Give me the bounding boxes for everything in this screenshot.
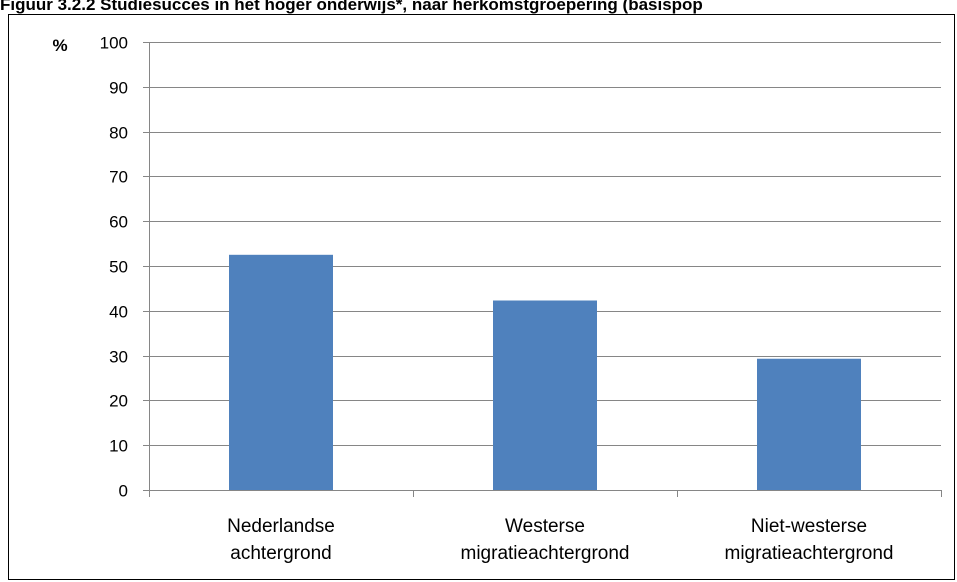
x-category-label: Nederlandse <box>227 516 335 537</box>
x-category-label: migratieachtergrond <box>725 543 894 564</box>
bars <box>229 254 861 490</box>
y-tick-label: 70 <box>109 168 128 187</box>
y-tick-label: 40 <box>109 303 128 322</box>
axes <box>143 42 942 497</box>
y-tick-label: 60 <box>109 213 128 232</box>
y-tick-label: 50 <box>109 258 128 277</box>
y-tick-label: 100 <box>100 34 128 53</box>
chart-title: Figuur 3.2.2 Studiesucces in het hoger o… <box>0 0 703 14</box>
x-category-label: Niet-westerse <box>751 516 867 537</box>
y-tick-label: 90 <box>109 79 128 98</box>
labels: 0 10 20 30 40 50 60 70 80 90 100 Nederlandse achterg… <box>100 34 894 565</box>
y-tick-label: 30 <box>109 348 128 367</box>
y-tick-label: 10 <box>109 437 128 456</box>
y-axis-unit-label: % <box>52 36 67 55</box>
y-tick-label: 0 <box>119 482 128 501</box>
bar-3 <box>757 358 861 490</box>
x-category-label: achtergrond <box>230 543 331 564</box>
chart-frame <box>8 14 955 580</box>
x-category-label: migratieachtergrond <box>461 543 630 564</box>
bar-2 <box>493 300 597 490</box>
y-tick-label: 80 <box>109 124 128 143</box>
bar-1 <box>229 254 333 490</box>
x-category-label: Westerse <box>505 516 585 537</box>
y-tick-label: 20 <box>109 392 128 411</box>
